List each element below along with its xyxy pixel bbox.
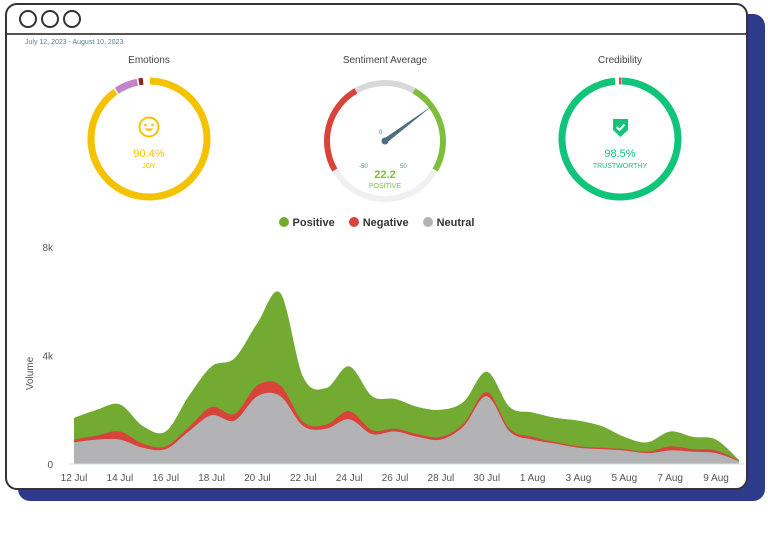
shield-check-icon — [613, 119, 628, 137]
legend-swatch — [422, 217, 433, 227]
emotions-label: JOY — [142, 163, 156, 170]
x-tick-label: 14 Jul — [107, 473, 134, 484]
x-tick-label: 12 Jul — [61, 473, 88, 484]
gauge-track — [332, 168, 438, 202]
credibility-title: Credibility — [598, 55, 642, 66]
legend-label: Negative — [362, 217, 409, 229]
sentiment-panel: Sentiment Average 0 -50 50 22.2 POSITIVE — [300, 55, 470, 204]
emotions-value: 90.4% — [133, 148, 165, 160]
sentiment-label: POSITIVE — [368, 183, 402, 190]
legend-label: Positive — [292, 217, 335, 229]
gauge-needle — [383, 105, 434, 144]
legend-swatch — [278, 217, 289, 227]
tick-plus-50: 50 — [400, 164, 407, 170]
title-bar — [7, 5, 746, 35]
y-axis-label: Volume — [25, 356, 36, 390]
credibility-segment — [558, 77, 682, 201]
credibility-panel: Credibility 98.5% TRUSTWORTHY — [535, 55, 705, 204]
legend-swatch — [348, 217, 359, 227]
x-tick-label: 9 Aug — [703, 473, 729, 484]
tick-zero: 0 — [378, 130, 383, 136]
x-tick-label: 7 Aug — [657, 473, 683, 484]
y-tick-label: 8k — [42, 243, 54, 254]
x-tick-label: 20 Jul — [244, 473, 271, 484]
x-tick-label: 18 Jul — [198, 473, 225, 484]
emotions-panel: Emotions 90.4% JOY — [64, 55, 234, 204]
x-tick-label: 3 Aug — [566, 473, 592, 484]
sentiment-value: 22.2 — [374, 169, 396, 181]
x-tick-label: 30 Jul — [473, 473, 500, 484]
tick-minus-50: -50 — [359, 164, 368, 170]
legend-positive[interactable]: Positive — [278, 217, 335, 229]
emotions-donut — [87, 77, 211, 201]
x-tick-label: 16 Jul — [152, 473, 179, 484]
x-tick-label: 5 Aug — [612, 473, 638, 484]
gauge-negative-band — [324, 88, 358, 172]
gauge-positive-band — [412, 88, 446, 172]
smiley-face-icon — [138, 116, 160, 138]
emotion-segment — [138, 77, 144, 86]
emotion-segment — [114, 78, 139, 94]
legend-negative[interactable]: Negative — [348, 217, 409, 229]
legend-neutral[interactable]: Neutral — [422, 217, 475, 229]
y-tick-label: 0 — [47, 460, 53, 471]
date-range: July 12, 2023 - August 10, 2023 — [25, 39, 124, 46]
emotion-segment — [87, 77, 211, 201]
legend-label: Neutral — [436, 217, 475, 229]
credibility-label: TRUSTWORTHY — [592, 163, 648, 170]
sentiment-gauge — [324, 80, 446, 202]
app-window: July 12, 2023 - August 10, 2023 Emotions… — [5, 3, 748, 490]
chart-legend: Positive Negative Neutral — [7, 217, 746, 229]
window-control-maximize[interactable] — [63, 10, 81, 28]
volume-area-chart: 0 4k 8k Volume 12 Jul 14 Jul 16 Jul 18 Jul 20 Ju… — [25, 243, 744, 484]
gauge-needle-hub — [381, 137, 389, 145]
x-tick-label: 26 Jul — [382, 473, 409, 484]
area-neutral — [74, 392, 739, 464]
y-tick-label: 4k — [42, 352, 54, 363]
credibility-value: 98.5% — [604, 148, 636, 160]
x-tick-label: 22 Jul — [290, 473, 317, 484]
x-tick-label: 24 Jul — [336, 473, 363, 484]
x-tick-label: 28 Jul — [428, 473, 455, 484]
gauge-neutral-band — [354, 80, 416, 94]
sentiment-title: Sentiment Average — [342, 55, 428, 66]
x-tick-label: 1 Aug — [520, 473, 546, 484]
emotions-title: Emotions — [128, 55, 170, 66]
window-control-close[interactable] — [19, 10, 37, 28]
window-control-minimize[interactable] — [41, 10, 59, 28]
credibility-donut — [558, 77, 682, 201]
